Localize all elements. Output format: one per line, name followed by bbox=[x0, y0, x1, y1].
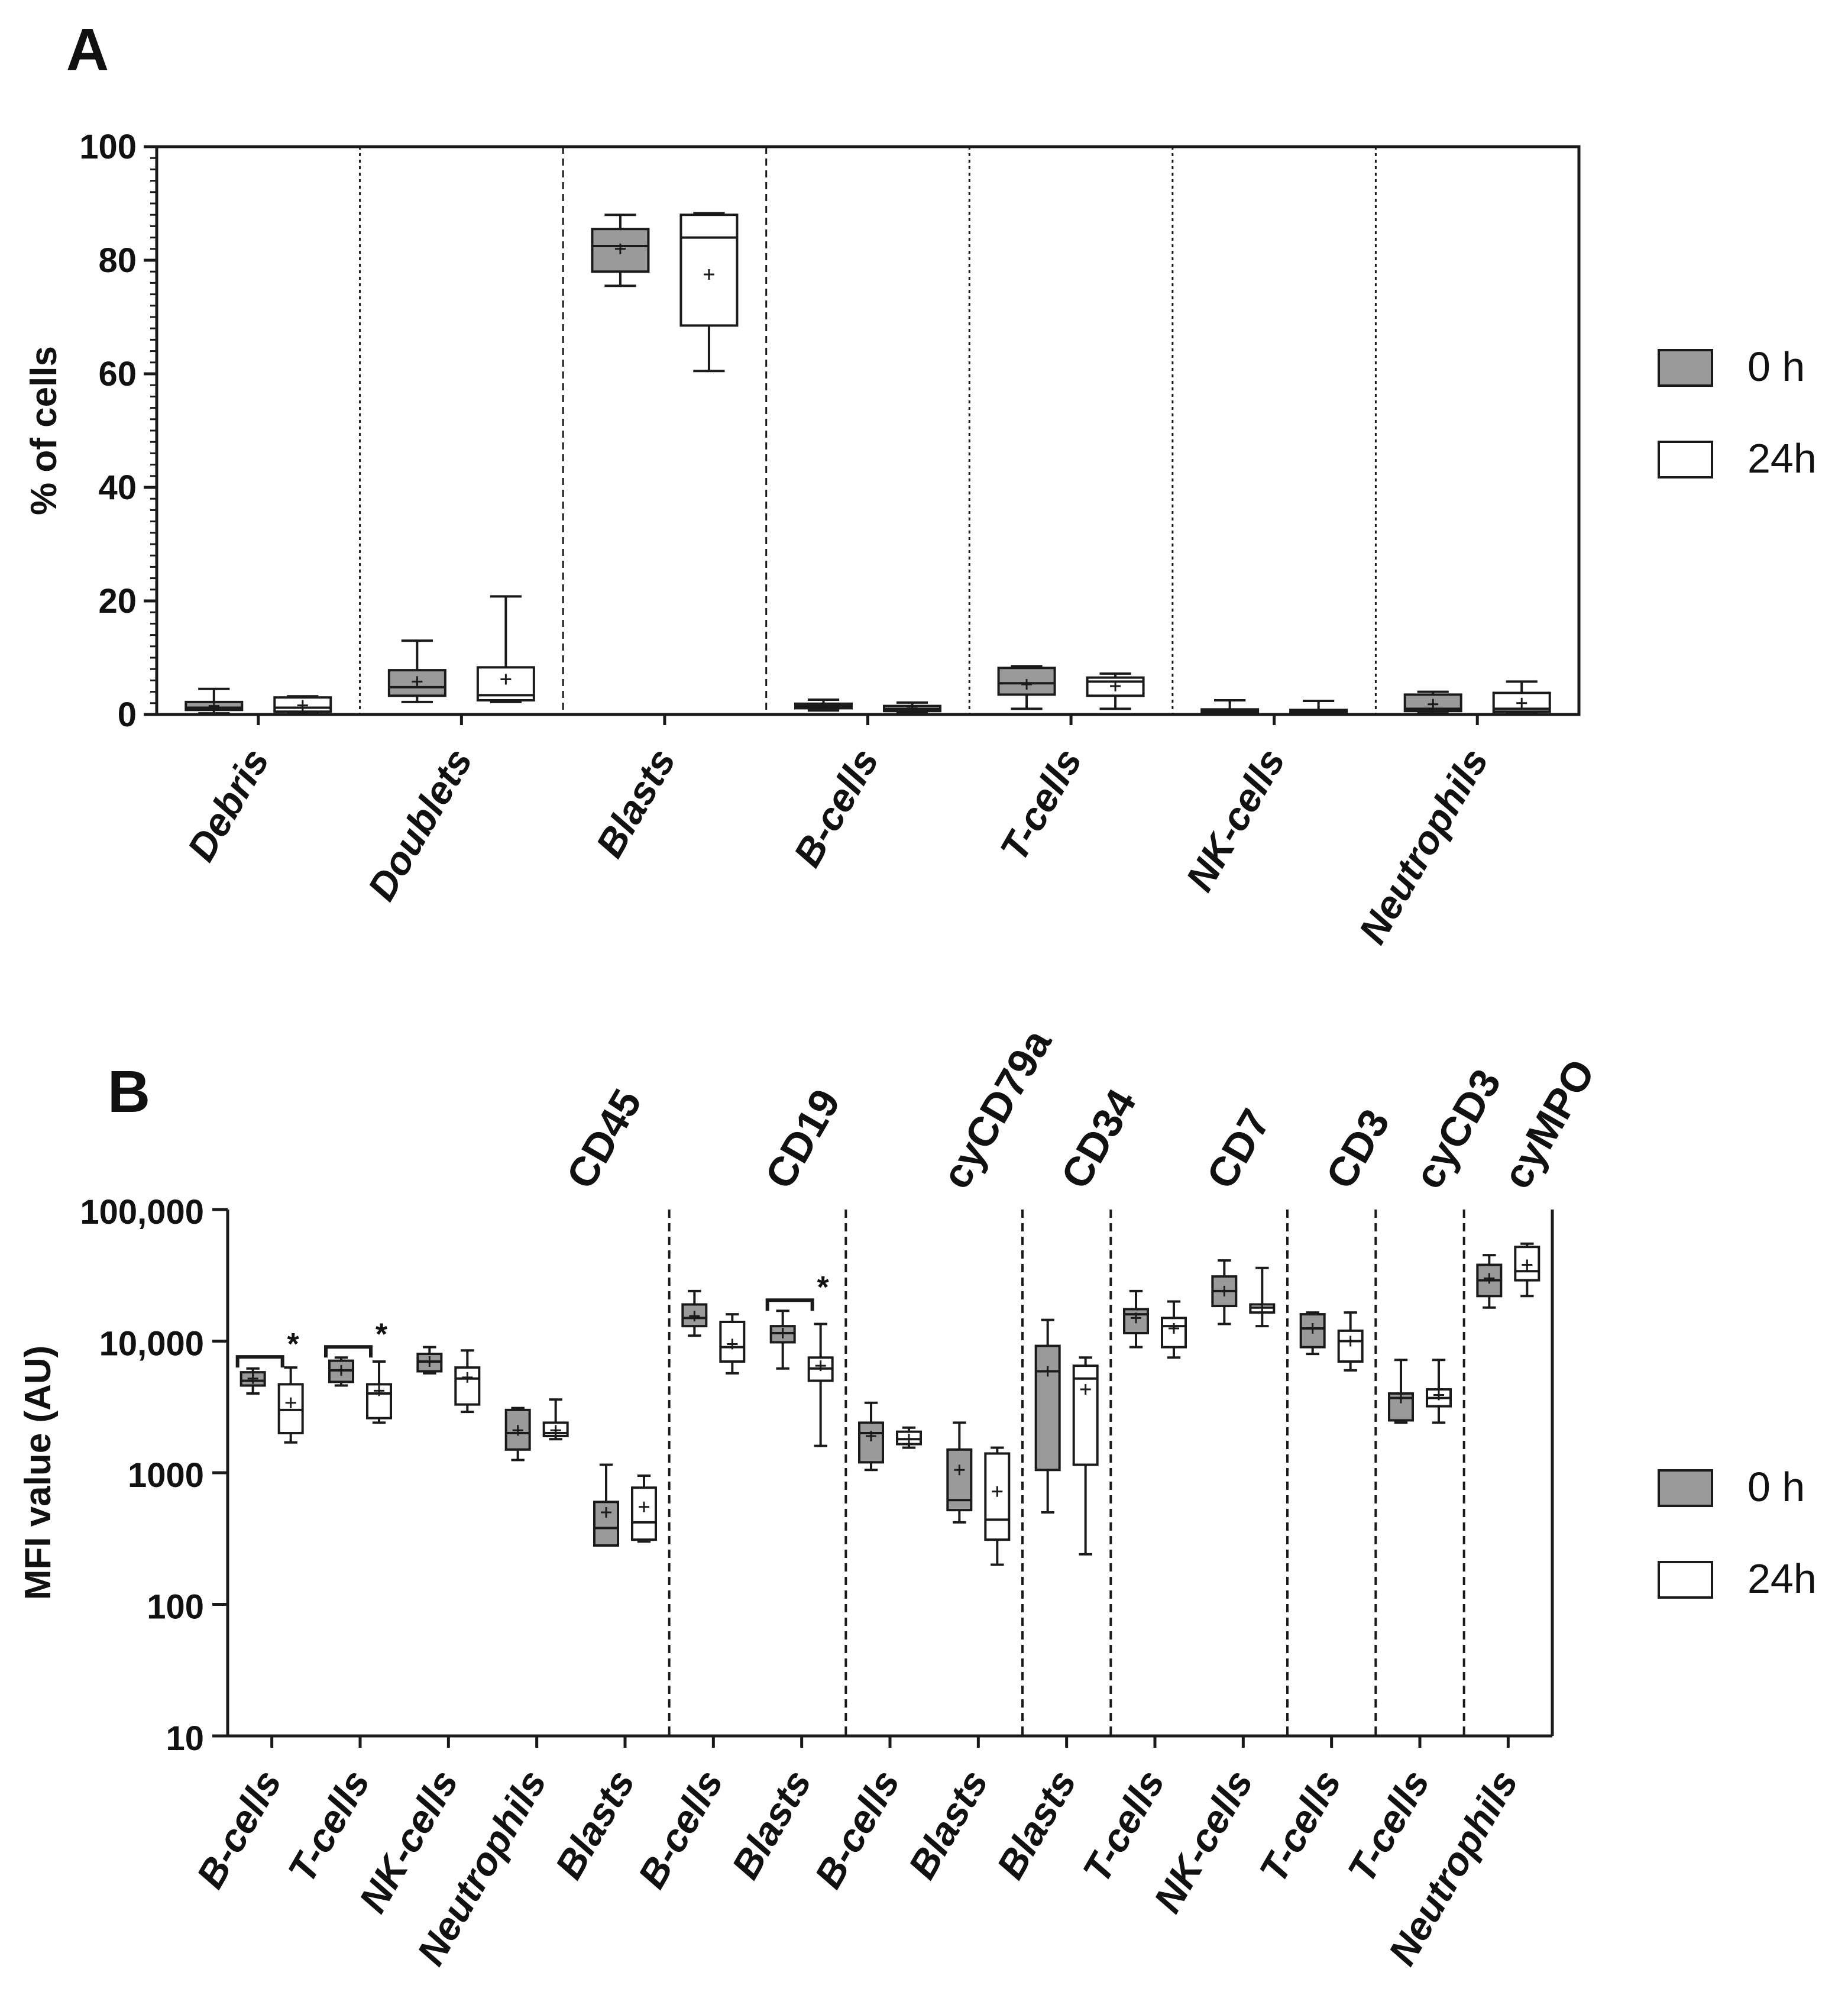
box-0h-box bbox=[997, 667, 1056, 696]
significance-bracket bbox=[235, 1355, 284, 1368]
marker-label: cyCD79a bbox=[933, 1021, 1060, 1196]
x-category-label: B-cells bbox=[187, 1763, 289, 1895]
category-group-t-cells bbox=[1388, 1359, 1452, 1424]
x-category-label: Blasts bbox=[587, 741, 684, 865]
y-tick-label: 40 bbox=[98, 468, 137, 507]
x-category-label: T-cells bbox=[991, 741, 1090, 868]
marker-label: CD19 bbox=[756, 1082, 849, 1197]
category-group-t-cells bbox=[328, 1356, 392, 1424]
category-group-neutrophils bbox=[1403, 680, 1551, 715]
y-tick-label: 20 bbox=[98, 582, 137, 620]
x-category-label: T-cells bbox=[1339, 1763, 1438, 1890]
category-group-t-cells bbox=[997, 665, 1145, 710]
panel-label: A bbox=[66, 17, 109, 83]
category-group-doublets bbox=[387, 595, 535, 703]
y-tick-label: 0 bbox=[118, 696, 137, 734]
significance-star: * bbox=[287, 1327, 300, 1362]
y-tick-label: 60 bbox=[98, 355, 137, 393]
x-category-label: B-cells bbox=[785, 741, 886, 874]
box-24h-box bbox=[631, 1486, 657, 1541]
x-category-label: Blasts bbox=[988, 1763, 1085, 1886]
y-axis-title: % of cells bbox=[24, 346, 64, 515]
y-tick-label: 1000 bbox=[128, 1456, 204, 1495]
category-group-b-cells bbox=[681, 1289, 746, 1375]
marker-label: cyMPO bbox=[1494, 1052, 1604, 1197]
marker-label: CD45 bbox=[558, 1082, 650, 1197]
marker-label: cyCD3 bbox=[1405, 1062, 1510, 1197]
marker-label: CD34 bbox=[1052, 1081, 1145, 1196]
significance-bracket bbox=[765, 1298, 814, 1311]
box-24h-box bbox=[1072, 1364, 1099, 1466]
category-group-blasts bbox=[769, 1309, 834, 1447]
y-tick-label: 10,000 bbox=[99, 1325, 204, 1363]
legend-label: 0 h bbox=[1747, 344, 1805, 390]
box-0h-box bbox=[858, 1421, 884, 1464]
y-axis-title: MFI value (AU) bbox=[18, 1346, 59, 1600]
category-group-blasts bbox=[946, 1421, 1011, 1566]
x-category-label: NK-cells bbox=[1177, 741, 1293, 898]
category-group-neutrophils bbox=[504, 1398, 569, 1461]
x-category-label: Blasts bbox=[546, 1763, 643, 1886]
legend-label: 24h bbox=[1747, 435, 1817, 481]
box-0h-box bbox=[1034, 1344, 1061, 1472]
y-tick-label: 10 bbox=[166, 1719, 204, 1758]
category-group-b-cells bbox=[240, 1366, 304, 1444]
x-category-label: Debris bbox=[179, 741, 277, 868]
legend-swatch-0h bbox=[1658, 349, 1713, 387]
x-category-label: Doublets bbox=[359, 741, 480, 908]
panel-label: B bbox=[108, 1059, 150, 1125]
x-category-label: B-cells bbox=[806, 1763, 908, 1895]
significance-star: * bbox=[376, 1317, 388, 1351]
box-24h-box bbox=[719, 1320, 746, 1363]
category-group-blasts bbox=[1034, 1318, 1099, 1556]
y-tick-label: 100 bbox=[79, 128, 137, 166]
box-0h-box bbox=[504, 1408, 531, 1451]
legend-label: 24h bbox=[1747, 1556, 1817, 1602]
significance-bracket bbox=[324, 1345, 373, 1358]
x-category-label: B-cells bbox=[629, 1763, 731, 1895]
legend-swatch-24h bbox=[1658, 441, 1713, 478]
category-group-b-cells bbox=[794, 699, 941, 714]
box-0h-box bbox=[591, 228, 650, 273]
y-tick-label: 100 bbox=[147, 1588, 204, 1627]
x-category-label: Blasts bbox=[723, 1763, 820, 1886]
x-category-label: Blasts bbox=[899, 1763, 996, 1886]
y-tick-label: 80 bbox=[98, 241, 137, 280]
category-group-t-cells bbox=[1299, 1311, 1364, 1372]
legend-swatch-0h bbox=[1658, 1469, 1713, 1507]
marker-label: CD7 bbox=[1198, 1101, 1279, 1196]
x-category-label: T-cells bbox=[279, 1763, 378, 1890]
legend-label: 0 h bbox=[1747, 1464, 1805, 1510]
category-group-blasts bbox=[591, 212, 739, 373]
x-category-label: Neutrophils bbox=[1350, 741, 1496, 951]
y-tick-label: 100,000 bbox=[80, 1193, 204, 1231]
category-group-neutrophils bbox=[1476, 1242, 1540, 1309]
category-group-nk-cells bbox=[1211, 1259, 1276, 1328]
significance-star: * bbox=[817, 1270, 830, 1305]
category-group-nk-cells bbox=[416, 1346, 481, 1414]
box-24h-box bbox=[277, 1383, 304, 1435]
category-group-debris bbox=[185, 687, 332, 715]
marker-label: CD3 bbox=[1317, 1101, 1399, 1196]
category-group-blasts bbox=[593, 1463, 657, 1547]
category-group-b-cells bbox=[858, 1401, 922, 1472]
x-category-label: T-cells bbox=[1251, 1763, 1349, 1890]
plot-frame bbox=[155, 145, 1581, 716]
x-category-label: T-cells bbox=[1074, 1763, 1173, 1890]
category-group-nk-cells bbox=[1200, 699, 1348, 716]
category-group-t-cells bbox=[1123, 1289, 1187, 1359]
legend-swatch-24h bbox=[1658, 1561, 1713, 1599]
